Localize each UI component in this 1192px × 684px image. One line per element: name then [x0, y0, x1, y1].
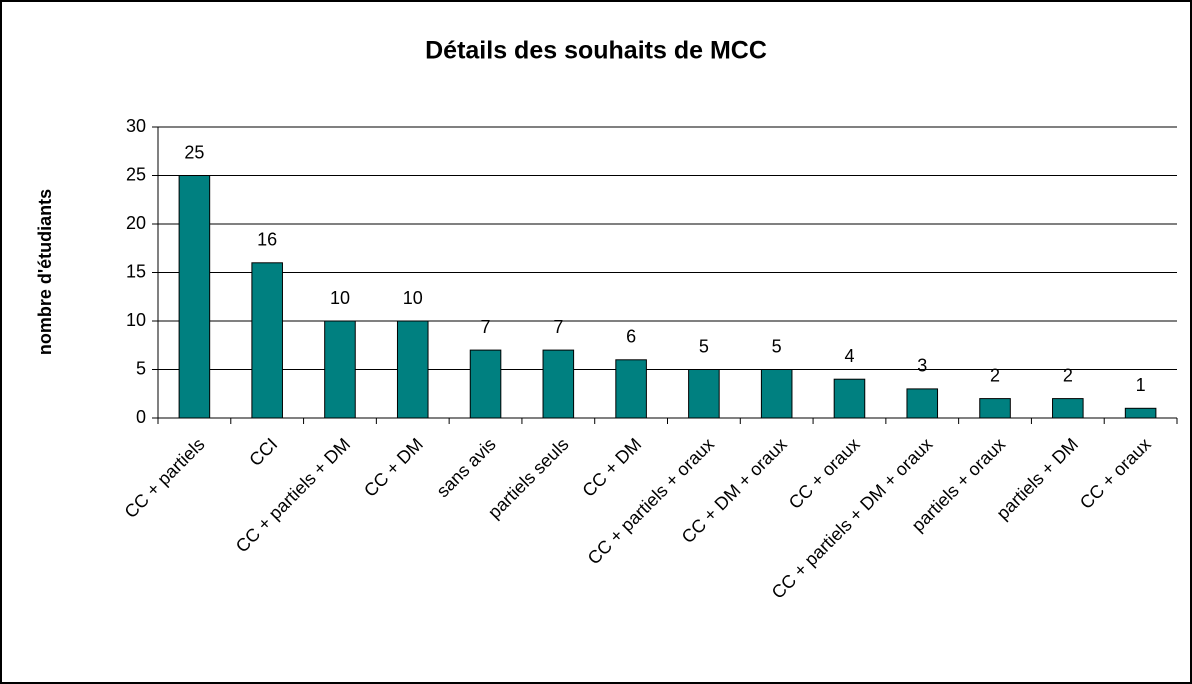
y-tick-label: 20: [126, 213, 146, 233]
data-label: 10: [403, 288, 423, 308]
bar: [178, 175, 211, 419]
data-label: 2: [990, 365, 1000, 385]
y-tick-label: 5: [136, 358, 146, 378]
bar: [251, 262, 283, 419]
data-label: 4: [844, 346, 854, 366]
data-label: 6: [626, 327, 636, 347]
y-tick-label: 0: [136, 407, 146, 427]
data-label: 1: [1136, 375, 1146, 395]
bar: [542, 349, 575, 419]
bar: [1052, 398, 1084, 419]
bar: [469, 349, 502, 419]
bar: [906, 388, 939, 419]
y-tick-label: 15: [126, 261, 146, 281]
data-label: 7: [481, 317, 491, 337]
bar: [396, 320, 429, 419]
bar: [760, 369, 793, 419]
y-tick-label: 10: [126, 310, 146, 330]
data-label: 7: [553, 317, 563, 337]
data-label: 5: [699, 336, 709, 356]
y-tick-label: 30: [126, 116, 146, 136]
chart-title: Détails des souhaits de MCC: [425, 37, 767, 65]
y-axis-label: nombre d'étudiants: [35, 189, 55, 355]
bar: [979, 398, 1011, 419]
bar: [688, 369, 720, 419]
bar: [324, 320, 356, 419]
bar: [615, 359, 647, 419]
bar: [833, 378, 866, 419]
data-label: 16: [257, 230, 277, 250]
bar: [1124, 407, 1157, 419]
y-tick-label: 25: [126, 164, 146, 184]
data-label: 2: [1063, 365, 1073, 385]
data-label: 3: [917, 356, 927, 376]
data-label: 10: [330, 288, 350, 308]
data-label: 5: [772, 336, 782, 356]
data-label: 25: [184, 142, 204, 162]
